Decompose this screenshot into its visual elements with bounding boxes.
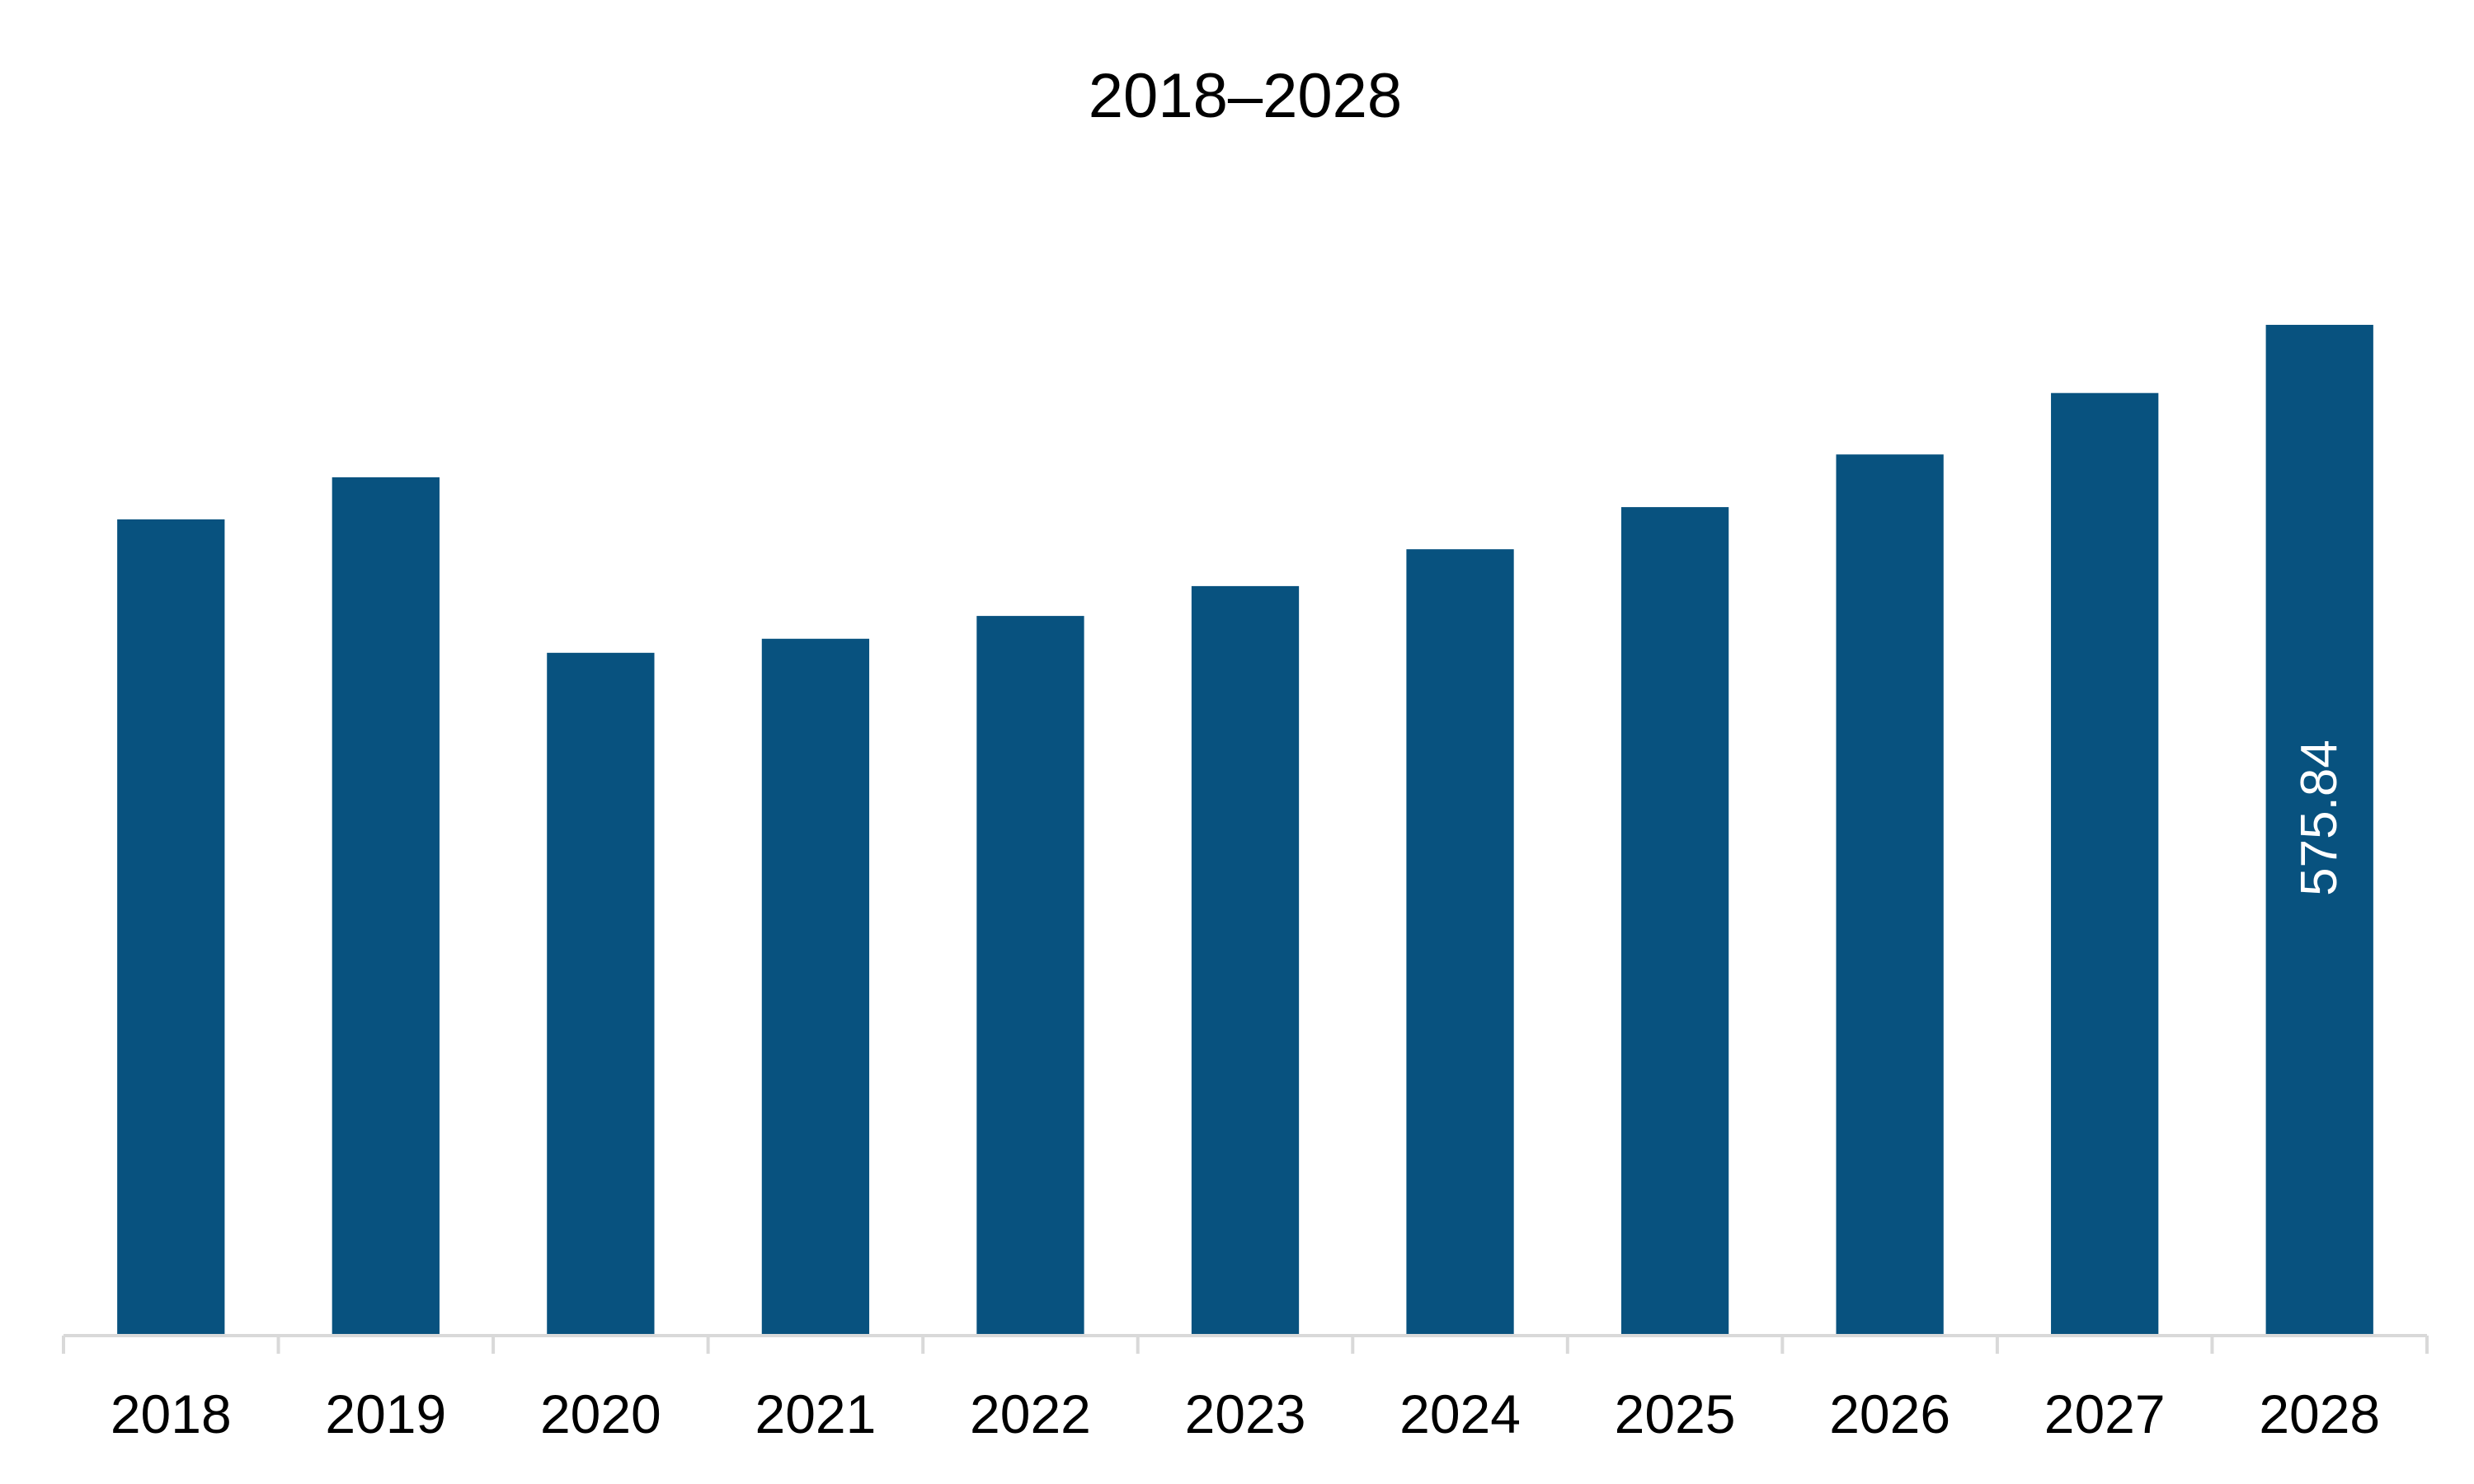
x-tick-label-2020: 2020 [540,1383,661,1444]
bar-2024[interactable] [1406,549,1514,1336]
bar-2021[interactable] [761,638,870,1336]
x-tick-label-2027: 2027 [2044,1383,2166,1444]
bar-2019[interactable] [332,477,440,1336]
x-tick-label-2019: 2019 [325,1383,446,1444]
x-tick-label-2022: 2022 [970,1383,1091,1444]
x-tick-label-2025: 2025 [1615,1383,1736,1444]
data-label-2028: 575.84 [2291,740,2348,896]
bar-2027[interactable] [2051,392,2159,1336]
x-axis-ticks [62,1336,2429,1354]
bars-layer [117,325,2373,1336]
bar-2026[interactable] [1836,454,1944,1336]
chart-title: 2018–2028 [1089,61,1402,131]
bar-2018[interactable] [117,519,225,1336]
x-tick-label-2018: 2018 [111,1383,232,1444]
x-axis-tick-labels: 2018 2019 2020 2021 2022 2023 2024 2025 2026 2027… [111,1383,2380,1444]
x-tick-label-2026: 2026 [1829,1383,1950,1444]
x-tick-label-2028: 2028 [2259,1383,2380,1444]
bar-2023[interactable] [1191,585,1300,1336]
x-tick-label-2024: 2024 [1399,1383,1521,1444]
x-tick-label-2023: 2023 [1185,1383,1306,1444]
bar-2022[interactable] [976,616,1084,1336]
bar-2025[interactable] [1620,507,1729,1336]
data-labels: 575.84 [2291,740,2348,896]
x-tick-label-2021: 2021 [755,1383,876,1444]
bar-2028[interactable] [2265,325,2373,1336]
bar-2020[interactable] [547,652,655,1336]
